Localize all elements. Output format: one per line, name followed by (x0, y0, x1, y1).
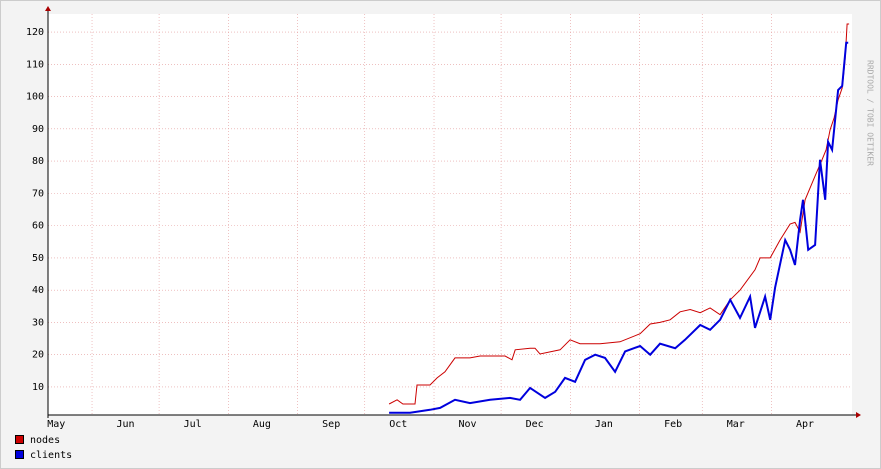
legend-swatch (15, 450, 24, 459)
x-tick-label: Feb (664, 419, 682, 430)
y-tick-label: 90 (32, 124, 44, 135)
y-tick-label: 70 (32, 188, 44, 199)
labels: 10 20 30 40 50 60 70 80 90 100 110 120 May Jun Jul Aug S… (26, 27, 814, 430)
y-tick-label: 20 (32, 350, 44, 361)
series-line (389, 41, 849, 414)
watermark: RRDTOOL / TOBI OETIKER (866, 60, 875, 166)
legend: nodes clients (15, 435, 72, 461)
y-tick-label: 110 (26, 59, 44, 70)
legend-swatch (15, 435, 24, 444)
axis-arrow (856, 412, 861, 418)
y-tick-label: 120 (26, 27, 44, 38)
x-tick-label: Jan (595, 419, 613, 430)
grid (48, 14, 852, 415)
x-tick-label: Dec (526, 419, 544, 430)
y-tick-label: 100 (26, 92, 44, 103)
y-tick-label: 10 (32, 382, 44, 393)
x-tick-label: Sep (322, 419, 340, 430)
y-tick-label: 50 (32, 253, 44, 264)
x-tick-label: Aug (253, 419, 271, 430)
axis-arrow (45, 6, 51, 11)
lines (388, 23, 850, 414)
x-tick-label: Apr (796, 419, 814, 430)
x-tick-label: Jun (117, 419, 135, 430)
plot-area (48, 14, 852, 415)
y-tick-label: 40 (32, 285, 44, 296)
x-tick-label: Oct (389, 419, 407, 430)
x-tick-label: May (47, 419, 65, 430)
y-tick-label: 30 (32, 317, 44, 328)
x-tick-label: Mar (727, 419, 745, 430)
x-tick-label: Jul (184, 419, 202, 430)
legend-label: nodes (30, 435, 60, 446)
x-tick-label: Nov (459, 419, 477, 430)
legend-label: clients (30, 450, 72, 461)
y-tick-label: 80 (32, 156, 44, 167)
y-tick-label: 60 (32, 221, 44, 232)
